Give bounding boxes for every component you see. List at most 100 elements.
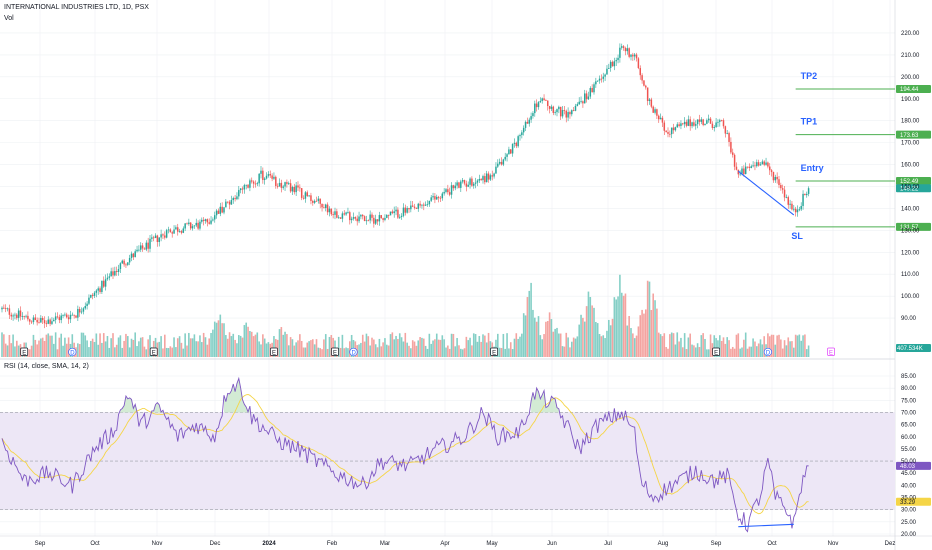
volume-bar [535, 321, 538, 357]
candle-body [674, 127, 677, 131]
volume-bar [776, 335, 778, 357]
candle-body [297, 185, 299, 188]
volume-bar [160, 336, 162, 357]
candle-body [265, 175, 268, 179]
candle-body [312, 200, 314, 203]
volume-bar [32, 334, 35, 357]
price-tick-label: 90.00 [901, 316, 917, 322]
candle-body [49, 319, 51, 324]
volume-bar [434, 339, 436, 357]
volume-bar [456, 337, 458, 357]
candle-body [424, 204, 427, 206]
volume-bar [387, 345, 390, 357]
candle-body [630, 54, 632, 57]
volume-bar [572, 337, 575, 357]
candle-body [199, 221, 201, 229]
earnings-marker[interactable]: E [331, 347, 339, 356]
candle-body [369, 214, 371, 221]
volume-bar [780, 339, 782, 357]
candle-body [69, 314, 72, 320]
dividend-marker[interactable]: D [68, 347, 77, 356]
volume-bar [669, 334, 671, 357]
volume-bar [719, 335, 721, 357]
earnings-marker[interactable]: E [270, 347, 278, 356]
volume-bar [284, 331, 286, 357]
volume-bar [519, 336, 521, 357]
volume-bar [430, 343, 432, 357]
candle-body [319, 198, 321, 204]
candle-body [363, 216, 366, 221]
candle-body [58, 317, 61, 321]
candle-body [339, 217, 342, 219]
candle-body [315, 200, 318, 202]
volume-bar [221, 323, 223, 357]
volume-bar [243, 325, 246, 357]
candle-body [726, 133, 728, 134]
volume-bars [1, 274, 810, 357]
candle-body [421, 204, 423, 206]
volume-bar [389, 334, 392, 357]
candle-body [720, 120, 723, 122]
volume-bar [162, 348, 164, 357]
volume-bar [609, 325, 612, 357]
earnings-marker[interactable]: E [20, 347, 29, 356]
volume-bar [606, 330, 608, 357]
candle-body [448, 192, 451, 195]
earnings-marker[interactable]: E [490, 347, 498, 356]
candle-body [306, 192, 308, 197]
candle-body [587, 96, 590, 100]
time-tick-label: Jul [604, 541, 612, 547]
candle-body [707, 118, 710, 121]
volume-bar [45, 334, 48, 357]
volume-bar [337, 336, 340, 357]
candle-body [637, 58, 640, 69]
dividend-marker[interactable]: D [349, 347, 358, 356]
rsi-tick-label: 45.00 [901, 471, 917, 477]
candle-body [206, 219, 209, 223]
volume-bar [164, 334, 166, 357]
candle-body [534, 103, 536, 114]
candle-body [580, 101, 582, 103]
candle-body [302, 197, 305, 199]
volume-bar [648, 281, 651, 357]
volume-bar [661, 336, 664, 357]
earnings-marker[interactable]: E [827, 347, 835, 356]
candle-body [328, 208, 331, 213]
candle-body [82, 308, 85, 312]
volume-bar [663, 333, 666, 357]
time-tick-label: Oct [90, 541, 100, 547]
candle-body [763, 161, 765, 165]
price-axis[interactable]: 90.00 100.00 110.00 120.00 130.00 140.00 150.0… [901, 31, 920, 538]
time-axis[interactable]: Sep Oct Nov Dec 2024 Feb Mar Apr May Jun Jul Aug Sep… [35, 541, 896, 547]
candle-body [667, 132, 669, 134]
volume-bar [312, 339, 314, 357]
volume-bar [752, 338, 754, 357]
volume-bar [571, 341, 573, 357]
volume-bar [204, 337, 207, 357]
candle-body [110, 271, 112, 277]
candle-body [735, 166, 738, 170]
candle-body [223, 207, 225, 213]
dividend-marker[interactable]: D [763, 347, 773, 356]
volume-bar [569, 347, 571, 357]
candle-body [561, 110, 564, 117]
volume-bar [361, 334, 364, 357]
candle-body [669, 133, 671, 135]
earnings-marker[interactable]: E [712, 347, 720, 356]
candle-body [238, 190, 240, 197]
volume-bar [608, 319, 610, 357]
candle-body [119, 263, 122, 270]
candle-body [578, 101, 580, 105]
candle-body [282, 186, 284, 188]
rsi-band [0, 412, 895, 510]
last-price-tag [896, 184, 931, 193]
candle-body [158, 237, 160, 242]
volume-bar [676, 332, 679, 357]
earnings-marker[interactable]: E [149, 347, 158, 356]
candle-body [602, 76, 604, 79]
earnings-marker-box [712, 347, 720, 356]
volume-bar [728, 340, 730, 357]
volume-bar [373, 339, 375, 357]
